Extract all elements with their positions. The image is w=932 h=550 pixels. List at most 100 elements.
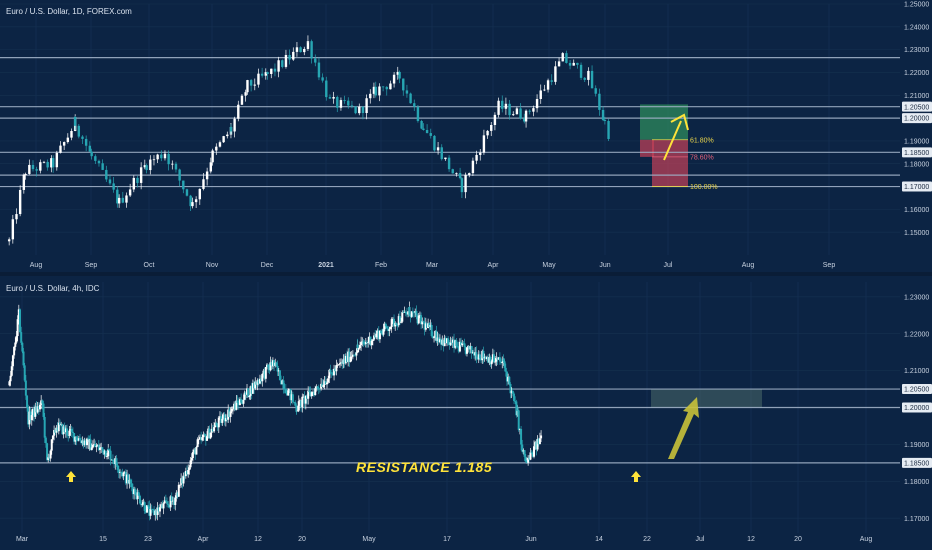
candle-body xyxy=(529,452,532,460)
candle-body xyxy=(168,504,171,508)
candle-body xyxy=(504,367,507,372)
candle-body xyxy=(143,502,146,511)
candle-body xyxy=(98,447,101,450)
candle-body xyxy=(306,41,310,43)
candle-body xyxy=(389,83,392,90)
candle-body xyxy=(78,438,81,441)
candle-body xyxy=(11,219,15,240)
candle-body xyxy=(61,424,64,435)
candle-body xyxy=(30,415,33,420)
candle-body xyxy=(267,364,270,368)
candle-body xyxy=(274,362,277,366)
candle-body xyxy=(321,383,324,388)
candle-body xyxy=(532,108,535,112)
candle-body xyxy=(276,365,279,372)
candle-body xyxy=(475,352,478,359)
candle-body xyxy=(257,73,260,85)
candle-body xyxy=(149,159,152,171)
candle-body xyxy=(23,365,26,381)
candle-body xyxy=(284,54,288,67)
candle-body xyxy=(70,131,73,138)
candle-body xyxy=(281,380,284,385)
candle-body xyxy=(128,479,131,484)
candle-body xyxy=(120,472,123,473)
candle-body xyxy=(268,367,271,371)
candle-body xyxy=(517,410,520,430)
candle-body xyxy=(116,189,119,204)
candle-body xyxy=(37,406,40,410)
candle-body xyxy=(190,458,193,461)
candle-body xyxy=(508,103,511,116)
candle-body xyxy=(73,433,76,442)
price-tag-label: 1.20000 xyxy=(904,116,929,123)
candle-body xyxy=(208,428,211,439)
candle-body xyxy=(64,428,67,433)
candle-body xyxy=(218,416,221,418)
x-tick-label: Jul xyxy=(696,536,705,543)
candle-body xyxy=(394,323,397,327)
candle-body xyxy=(314,58,317,63)
candle-body xyxy=(440,339,443,345)
candle-body xyxy=(228,409,231,417)
candle-body xyxy=(282,380,285,389)
candle-body xyxy=(107,448,110,457)
candle-body xyxy=(453,339,456,348)
candle-body xyxy=(436,147,440,151)
candle-body xyxy=(479,152,482,155)
candle-body xyxy=(38,404,41,410)
candle-body xyxy=(191,452,194,459)
x-tick-label: Sep xyxy=(85,262,98,269)
candle-body xyxy=(196,439,199,448)
candle-body xyxy=(106,456,109,458)
x-tick-label: 20 xyxy=(298,536,306,543)
candle-body xyxy=(494,361,497,363)
candle-body xyxy=(84,138,88,146)
candle-body xyxy=(105,169,108,180)
candle-body xyxy=(210,428,213,433)
candle-body xyxy=(248,395,251,398)
candle-body xyxy=(601,109,605,120)
candle-body xyxy=(235,400,238,410)
x-tick-label: 20 xyxy=(794,536,802,543)
candle-body xyxy=(329,369,332,373)
candle-body xyxy=(315,386,318,389)
x-tick-label: Jun xyxy=(599,262,610,269)
candle-body xyxy=(365,98,368,114)
candle-body xyxy=(108,179,112,184)
candle-body xyxy=(229,126,233,132)
candle-body xyxy=(154,510,157,516)
candle-body xyxy=(345,355,348,362)
candle-body xyxy=(138,495,141,504)
candle-body xyxy=(409,93,412,104)
candle-body xyxy=(148,506,151,516)
candle-body xyxy=(311,392,314,394)
candle-body xyxy=(387,328,390,331)
candle-body xyxy=(538,438,541,445)
candle-body xyxy=(251,383,254,394)
candle-body xyxy=(50,158,53,168)
candle-body xyxy=(348,351,351,363)
candle-body xyxy=(197,439,200,440)
x-tick-label: 12 xyxy=(747,536,755,543)
candle-body xyxy=(220,416,223,423)
candle-body xyxy=(324,381,327,385)
candle-body xyxy=(26,395,29,408)
candle-body xyxy=(456,346,459,348)
candle-body xyxy=(236,400,239,403)
x-tick-label: 22 xyxy=(643,536,651,543)
candle-body xyxy=(253,84,256,86)
candle-body xyxy=(363,343,366,345)
x-tick-label: 12 xyxy=(254,536,262,543)
candle-body xyxy=(327,378,330,383)
candle-body xyxy=(253,383,256,389)
candle-body xyxy=(488,357,491,363)
candle-body xyxy=(266,364,269,367)
candle-body xyxy=(429,325,432,328)
candle-body xyxy=(112,183,115,190)
candle-body xyxy=(289,388,292,401)
candle-body xyxy=(67,435,70,437)
candle-body xyxy=(417,315,420,324)
candle-body xyxy=(414,311,417,313)
